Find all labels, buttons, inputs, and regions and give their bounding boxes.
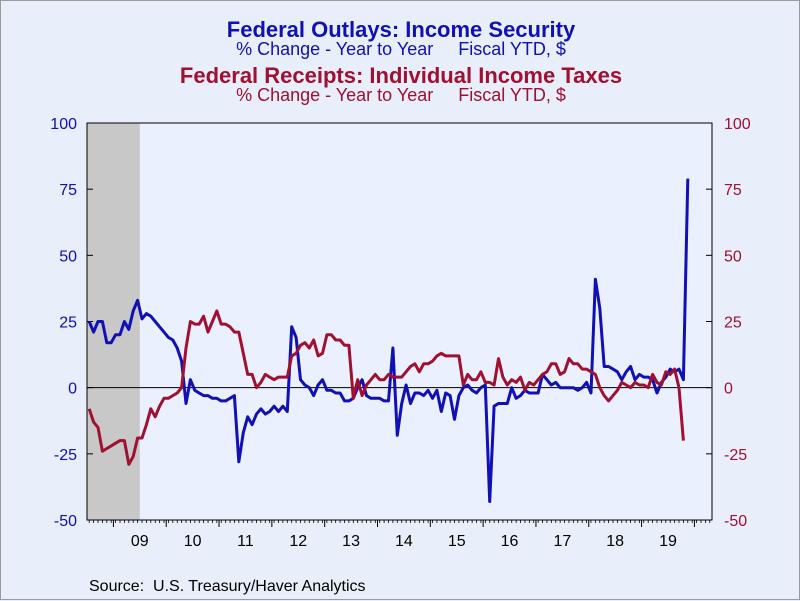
series2-title: Federal Receipts: Individual Income Taxe… [179, 63, 623, 88]
x-tick-label: 18 [606, 533, 624, 550]
x-tick-label: 13 [342, 533, 360, 550]
y-tick-label-left: -50 [54, 513, 77, 530]
y-tick-label-right: 75 [724, 182, 742, 199]
y-tick-label-right: 0 [724, 381, 733, 398]
y-tick-label-left: 50 [59, 248, 77, 265]
plot-border [86, 122, 713, 521]
series1-subtitle-left: % Change - Year to Year [236, 39, 434, 59]
y-tick-label-right: 50 [724, 248, 742, 265]
x-tick-label: 09 [131, 533, 149, 550]
series2-subtitle-right: Fiscal YTD, $ [458, 85, 566, 105]
y-tick-label-right: -50 [724, 513, 747, 530]
y-tick-label-left: 25 [59, 315, 77, 332]
series2-subtitle: % Change - Year to Year Fiscal YTD, $ [1, 86, 800, 104]
x-tick-label: 11 [237, 533, 254, 550]
y-tick-label-left: 100 [50, 116, 77, 133]
y-tick-label-left: -25 [54, 447, 77, 464]
y-tick-label-left: 75 [59, 182, 77, 199]
y-tick-label-right: 100 [724, 116, 751, 133]
x-tick-label: 19 [659, 533, 677, 550]
plot-area [87, 123, 712, 520]
y-tick-label-right: -25 [724, 447, 747, 464]
y-tick-label-right: 25 [724, 315, 742, 332]
x-tick-label: 12 [289, 533, 307, 550]
x-tick-label: 15 [448, 533, 466, 550]
receipts-series-line [87, 309, 685, 466]
series1-title: Federal Outlays: Income Security [226, 17, 576, 42]
source-note: Source: U.S. Treasury/Haver Analytics [89, 578, 366, 595]
outlays-series-line [87, 178, 690, 503]
x-tick-label: 14 [395, 533, 413, 550]
x-tick-label: 17 [553, 533, 571, 550]
series2-subtitle-left: % Change - Year to Year [236, 85, 434, 105]
x-tick-label: 10 [184, 533, 202, 550]
series1-subtitle-right: Fiscal YTD, $ [458, 39, 566, 59]
y-tick-label-left: 0 [68, 381, 77, 398]
x-tick-label: 16 [501, 533, 519, 550]
series1-subtitle: % Change - Year to Year Fiscal YTD, $ [1, 40, 800, 58]
